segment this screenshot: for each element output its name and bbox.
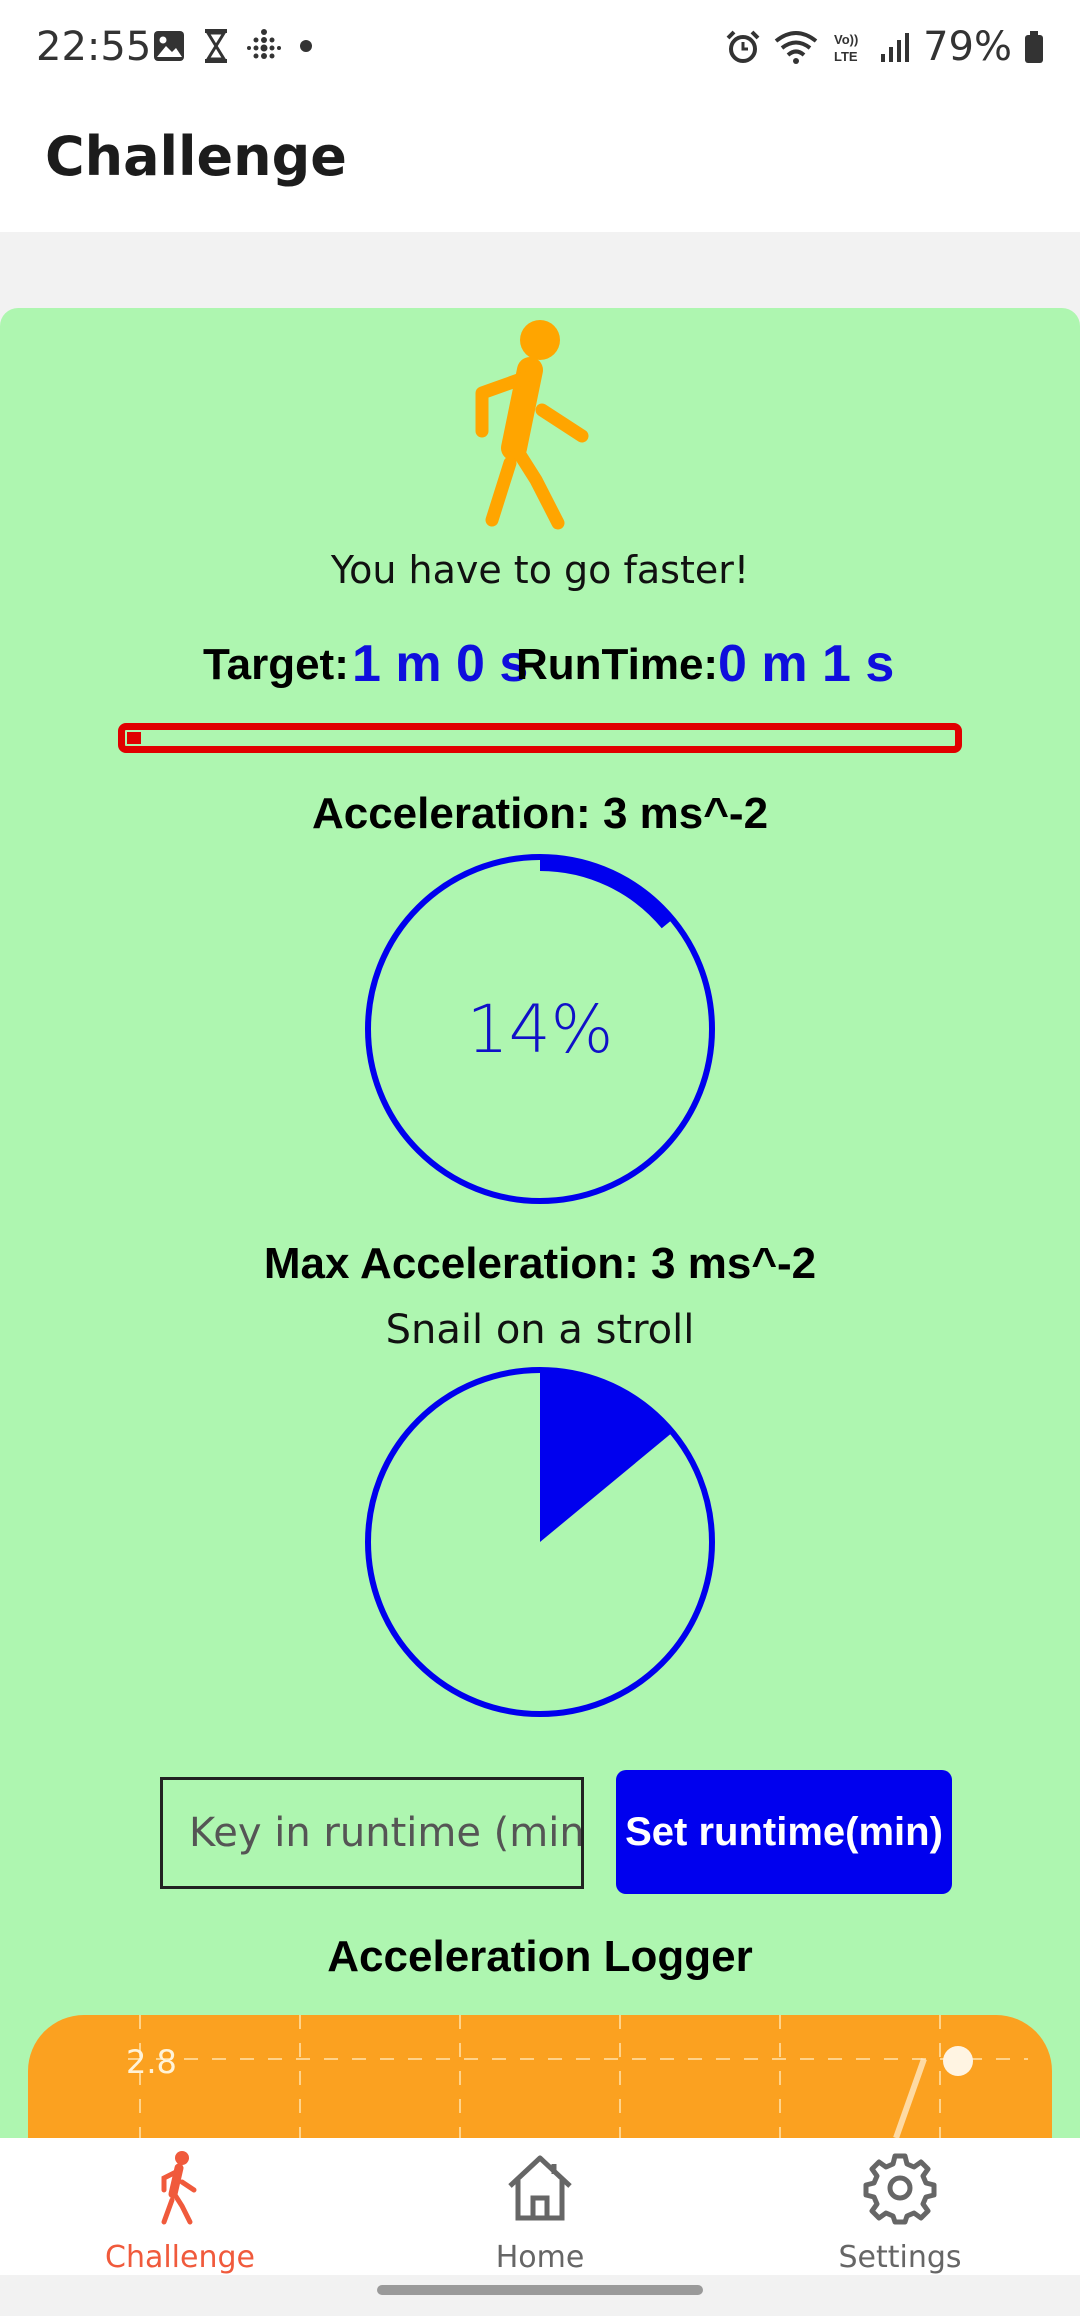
nav-item-settings[interactable]: Settings — [780, 2150, 1020, 2275]
logger-title: Acceleration Logger — [327, 1932, 753, 1981]
acceleration-title: Acceleration: 3 ms^-2 — [311, 789, 769, 838]
status-left-icons — [152, 28, 314, 64]
acceleration-gauge: 14% — [360, 849, 720, 1209]
max-acceleration-gauge — [360, 1362, 720, 1722]
target-value: 1 m 0 s — [352, 635, 529, 693]
nav-label-settings: Settings — [838, 2240, 962, 2275]
home-gesture-handle[interactable] — [377, 2285, 703, 2295]
max-acceleration-title: Max Acceleration: 3 ms^-2 — [263, 1239, 817, 1288]
time-row: Target: 1 m 0 s RunTime: 0 m 1 s — [0, 634, 1080, 694]
page-title: Challenge — [45, 125, 347, 188]
status-bar: 22:55 — [0, 0, 1080, 95]
runtime-value: 0 m 1 s — [718, 635, 895, 693]
runtime-progress-bar — [118, 723, 962, 753]
bottom-nav: Challenge Home Settings — [0, 2138, 1080, 2275]
target-label: Target: — [203, 640, 349, 689]
walk-icon — [161, 2151, 197, 2225]
acceleration-logger-chart[interactable]: 2.8 — [28, 2015, 1052, 2138]
volte-icon: Vo)) LTE — [834, 32, 858, 64]
status-right: Vo)) LTE 79% — [725, 24, 1044, 70]
nav-label-challenge: Challenge — [105, 2240, 255, 2275]
logger-point — [943, 2046, 973, 2076]
nav-item-home[interactable]: Home — [420, 2150, 660, 2275]
gallery-icon — [154, 31, 184, 61]
svg-text:Vo)): Vo)) — [834, 32, 858, 47]
nav-item-challenge[interactable]: Challenge — [60, 2150, 300, 2275]
wifi-icon — [774, 31, 818, 64]
runtime-progress-fill — [127, 732, 142, 744]
walking-person-icon — [475, 320, 589, 530]
hourglass-icon — [205, 29, 227, 63]
dot-icon — [300, 40, 312, 52]
logger-grid — [128, 2015, 1028, 2138]
gesture-bar — [0, 2275, 1080, 2316]
battery-percent: 79% — [923, 24, 1012, 70]
home-icon — [508, 2155, 572, 2221]
alarm-icon — [726, 30, 760, 63]
signal-icon — [881, 33, 910, 62]
acceleration-ring — [365, 854, 715, 1204]
app-bar: Challenge — [0, 95, 1080, 232]
nav-label-home: Home — [495, 2240, 585, 2275]
logger-y-label: 2.8 — [126, 2043, 177, 2081]
acceleration-percent: 14% — [466, 990, 614, 1068]
runtime-label: RunTime: — [516, 640, 719, 689]
battery-icon — [1025, 31, 1043, 63]
fitbit-icon — [247, 29, 281, 59]
max-acceleration-subtitle: Snail on a stroll — [385, 1307, 695, 1353]
challenge-message: You have to go faster! — [330, 548, 750, 592]
runtime-input[interactable] — [160, 1777, 584, 1889]
set-runtime-button[interactable]: Set runtime(min) — [616, 1770, 952, 1894]
max-acceleration-pie — [365, 1367, 715, 1717]
gear-icon — [863, 2153, 937, 2225]
status-time: 22:55 — [36, 24, 152, 70]
svg-text:LTE: LTE — [834, 49, 858, 64]
